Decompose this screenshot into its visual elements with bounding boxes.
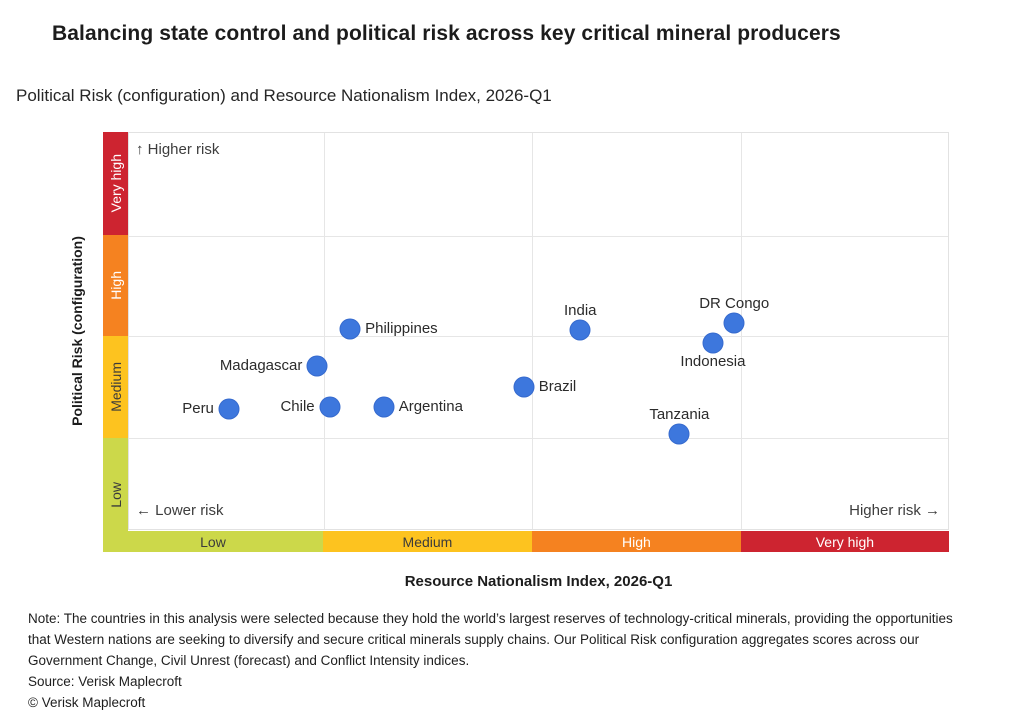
horizontal-gridline bbox=[129, 235, 948, 237]
note-text-line: Government Change, Civil Unrest (forecas… bbox=[28, 653, 470, 668]
plot-area: ↑ Higher risk ← Lower risk Higher risk →… bbox=[128, 132, 949, 530]
x-band-label: Medium bbox=[402, 533, 453, 550]
x-band-label: Very high bbox=[815, 533, 875, 550]
data-point-argentina bbox=[373, 396, 395, 418]
horizontal-gridline bbox=[129, 336, 948, 338]
y-band-label: High bbox=[107, 271, 124, 300]
data-point-peru bbox=[218, 398, 240, 420]
x-axis-band-strip: Low Medium High Very high bbox=[103, 531, 949, 552]
y-band-medium: Medium bbox=[103, 336, 128, 438]
data-point-label-chile: Chile bbox=[280, 398, 315, 416]
source-text: Source: Verisk Maplecroft bbox=[28, 674, 182, 689]
data-point-dr-congo bbox=[723, 312, 745, 334]
y-axis-title: Political Risk (configuration) bbox=[69, 236, 85, 426]
horizontal-gridline bbox=[129, 437, 948, 439]
data-point-label-tanzania: Tanzania bbox=[649, 406, 710, 424]
higher-risk-up-annotation: ↑ Higher risk bbox=[136, 141, 220, 158]
vertical-gridline bbox=[323, 133, 325, 529]
data-point-label-argentina: Argentina bbox=[398, 398, 463, 416]
data-point-label-india: India bbox=[564, 301, 597, 319]
vertical-gridline bbox=[740, 133, 742, 529]
copyright-text: © Verisk Maplecroft bbox=[28, 695, 146, 710]
data-point-india bbox=[569, 319, 591, 341]
x-band-label: High bbox=[621, 533, 651, 550]
data-point-brazil bbox=[513, 376, 535, 398]
data-point-chile bbox=[319, 396, 341, 418]
x-band-label: Low bbox=[200, 533, 226, 550]
data-point-madagascar bbox=[306, 355, 328, 377]
vertical-gridline bbox=[531, 133, 533, 529]
y-band-very-high: Very high bbox=[103, 132, 128, 236]
x-axis-title: Resource Nationalism Index, 2026-Q1 bbox=[404, 573, 673, 590]
note-text-line: Note: The countries in this analysis wer… bbox=[28, 611, 953, 626]
page-title: Balancing state control and political ri… bbox=[52, 22, 841, 45]
note-text-line: that Western nations are seeking to dive… bbox=[28, 632, 920, 647]
data-point-label-indonesia: Indonesia bbox=[680, 352, 746, 370]
y-band-label: Low bbox=[107, 481, 124, 508]
data-point-philippines bbox=[339, 318, 361, 340]
data-point-label-madagascar: Madagascar bbox=[219, 356, 303, 374]
note-block: Note: The countries in this analysis wer… bbox=[28, 608, 953, 713]
y-band-label: Medium bbox=[107, 362, 124, 412]
data-point-label-dr-congo: DR Congo bbox=[699, 295, 770, 313]
lower-risk-left-annotation: ← Lower risk bbox=[136, 502, 224, 519]
data-point-label-peru: Peru bbox=[182, 399, 214, 417]
data-point-tanzania bbox=[668, 423, 690, 445]
data-point-label-brazil: Brazil bbox=[538, 377, 577, 395]
y-axis-band-strip: Very high High Medium Low bbox=[103, 132, 128, 551]
data-point-label-philippines: Philippines bbox=[365, 320, 438, 338]
y-band-label: Very high bbox=[107, 154, 124, 213]
chart-subtitle: Political Risk (configuration) and Resou… bbox=[16, 86, 552, 105]
data-point-indonesia bbox=[702, 332, 724, 354]
x-band-high: High bbox=[531, 531, 741, 552]
x-band-low: Low bbox=[103, 531, 323, 552]
y-band-high: High bbox=[103, 235, 128, 337]
x-band-very-high: Very high bbox=[740, 531, 949, 552]
x-band-medium: Medium bbox=[322, 531, 532, 552]
higher-risk-right-annotation: Higher risk → bbox=[849, 502, 940, 519]
